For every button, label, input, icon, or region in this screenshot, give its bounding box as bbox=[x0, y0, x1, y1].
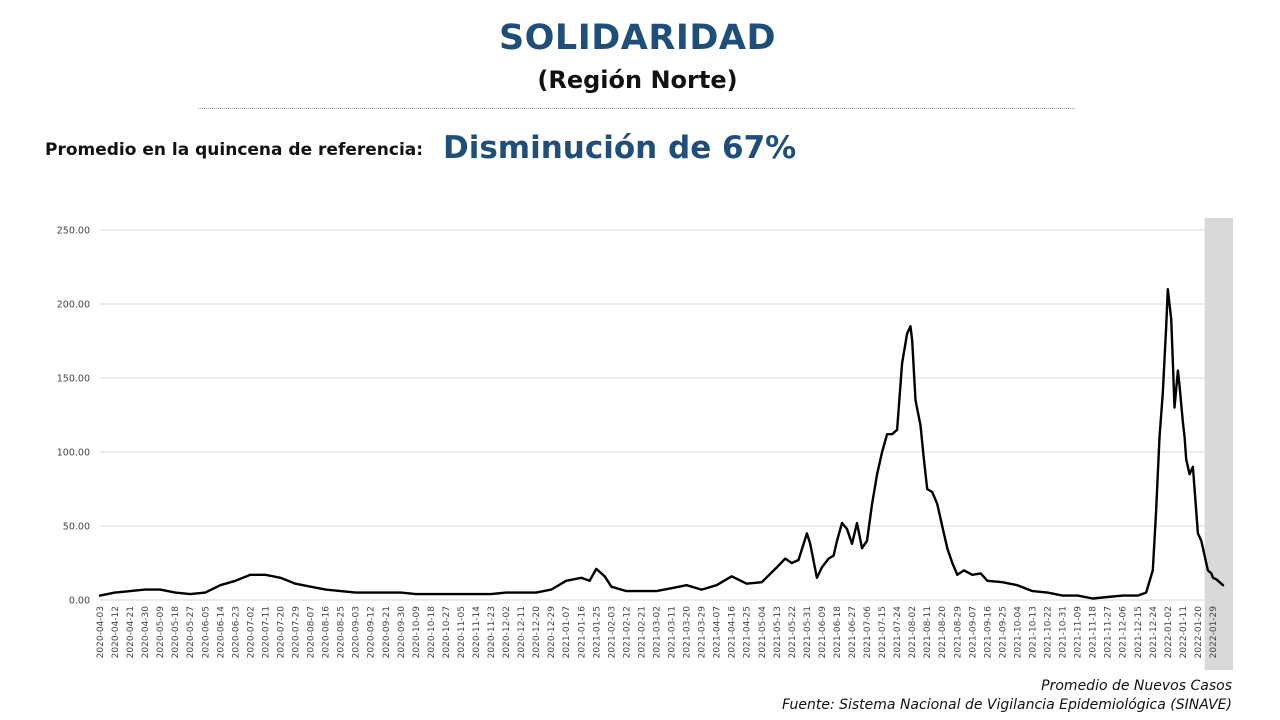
y-tick-label: 50.00 bbox=[63, 522, 90, 533]
x-tick-label: 2020-05-18 bbox=[171, 606, 181, 659]
x-tick-label: 2021-01-25 bbox=[592, 606, 602, 658]
cases-line-chart: 0.00 50.00 100.00 150.00 200.00 250.00 2020-0… bbox=[57, 218, 1233, 670]
x-tick-label: 2021-10-13 bbox=[1028, 606, 1038, 658]
x-tick-label: 2020-07-11 bbox=[261, 606, 271, 658]
x-tick-label: 2020-12-29 bbox=[547, 606, 557, 659]
x-tick-label: 2020-05-09 bbox=[156, 606, 166, 659]
x-axis-ticks: 2020-04-03 2020-04-12 2020-04-21 2020-04-30… bbox=[96, 606, 1219, 659]
x-tick-label: 2021-06-27 bbox=[848, 606, 858, 658]
x-tick-label: 2020-09-03 bbox=[352, 606, 362, 658]
x-tick-label: 2022-01-11 bbox=[1179, 606, 1189, 658]
x-tick-label: 2022-01-20 bbox=[1194, 606, 1204, 659]
x-tick-label: 2021-06-09 bbox=[818, 606, 828, 659]
x-tick-label: 2020-04-03 bbox=[96, 606, 106, 658]
source-note: Fuente: Sistema Nacional de Vigilancia E… bbox=[782, 697, 1232, 713]
x-tick-label: 2021-03-20 bbox=[683, 606, 693, 659]
x-tick-label: 2020-12-11 bbox=[517, 606, 527, 658]
reference-label: Promedio en la quincena de referencia: bbox=[45, 140, 424, 160]
page-subtitle: (Región Norte) bbox=[537, 66, 738, 94]
x-tick-label: 2021-03-29 bbox=[698, 606, 708, 659]
y-tick-label: 200.00 bbox=[57, 300, 90, 311]
x-tick-label: 2021-07-06 bbox=[863, 606, 873, 659]
x-tick-label: 2021-11-18 bbox=[1089, 606, 1099, 659]
x-tick-label: 2022-01-29 bbox=[1209, 606, 1219, 659]
x-tick-label: 2021-08-20 bbox=[938, 606, 948, 659]
x-tick-label: 2021-09-16 bbox=[983, 606, 993, 659]
x-tick-label: 2021-10-22 bbox=[1044, 606, 1054, 658]
y-tick-label: 150.00 bbox=[57, 374, 90, 385]
x-tick-label: 2021-05-04 bbox=[758, 606, 768, 659]
reference-period-shading bbox=[1204, 218, 1233, 670]
reference-period-band bbox=[1204, 218, 1233, 670]
x-tick-label: 2020-11-05 bbox=[457, 606, 467, 658]
reference-value: Disminución de 67% bbox=[443, 130, 797, 166]
x-tick-label: 2021-06-18 bbox=[833, 606, 843, 659]
y-tick-label: 250.00 bbox=[57, 226, 90, 237]
x-tick-label: 2020-07-02 bbox=[246, 606, 256, 658]
y-tick-label: 0.00 bbox=[69, 596, 90, 607]
x-tick-label: 2021-10-04 bbox=[1013, 606, 1023, 659]
x-tick-label: 2021-12-24 bbox=[1149, 606, 1159, 659]
x-tick-label: 2020-05-27 bbox=[186, 606, 196, 658]
x-tick-label: 2020-10-27 bbox=[442, 606, 452, 658]
x-tick-label: 2021-03-02 bbox=[652, 606, 662, 658]
x-tick-label: 2021-07-15 bbox=[878, 606, 888, 658]
x-tick-label: 2020-04-21 bbox=[126, 606, 136, 658]
x-tick-label: 2021-12-06 bbox=[1119, 606, 1129, 659]
x-tick-label: 2020-12-20 bbox=[532, 606, 542, 659]
x-tick-label: 2021-04-25 bbox=[743, 606, 753, 658]
x-tick-label: 2020-07-20 bbox=[276, 606, 286, 659]
x-tick-label: 2020-06-14 bbox=[216, 606, 226, 659]
y-axis-ticks: 0.00 50.00 100.00 150.00 200.00 250.00 bbox=[57, 226, 90, 607]
x-tick-label: 2020-11-23 bbox=[487, 606, 497, 658]
series-layer bbox=[98, 287, 1225, 600]
x-tick-label: 2021-08-29 bbox=[953, 606, 963, 659]
x-tick-label: 2021-10-31 bbox=[1059, 606, 1069, 658]
x-tick-label: 2020-06-05 bbox=[201, 606, 211, 658]
x-tick-label: 2021-05-31 bbox=[803, 606, 813, 658]
x-tick-label: 2020-09-21 bbox=[382, 606, 392, 658]
x-tick-label: 2020-08-07 bbox=[307, 606, 317, 658]
x-tick-label: 2021-08-11 bbox=[923, 606, 933, 658]
x-tick-label: 2020-09-30 bbox=[397, 606, 407, 659]
x-tick-label: 2021-04-07 bbox=[713, 606, 723, 658]
x-tick-label: 2020-04-30 bbox=[141, 606, 151, 659]
x-tick-label: 2021-04-16 bbox=[728, 606, 738, 659]
x-tick-label: 2021-03-11 bbox=[668, 606, 678, 658]
x-tick-label: 2020-12-02 bbox=[502, 606, 512, 658]
x-tick-label: 2021-05-13 bbox=[773, 606, 783, 658]
x-tick-label: 2021-07-24 bbox=[893, 606, 903, 659]
x-tick-label: 2021-01-16 bbox=[577, 606, 587, 659]
x-tick-label: 2021-02-12 bbox=[622, 606, 632, 658]
x-tick-label: 2021-02-21 bbox=[637, 606, 647, 658]
x-tick-label: 2021-09-25 bbox=[998, 606, 1008, 658]
x-tick-label: 2021-01-07 bbox=[562, 606, 572, 658]
x-tick-label: 2020-08-16 bbox=[322, 606, 332, 659]
grid-lines bbox=[100, 229, 1228, 601]
x-tick-label: 2020-09-12 bbox=[367, 606, 377, 658]
x-tick-label: 2021-12-15 bbox=[1134, 606, 1144, 658]
x-tick-label: 2020-08-25 bbox=[337, 606, 347, 658]
x-tick-label: 2021-09-07 bbox=[968, 606, 978, 658]
x-tick-label: 2020-07-29 bbox=[292, 606, 302, 659]
series-line bbox=[98, 287, 1225, 600]
x-tick-label: 2020-06-23 bbox=[231, 606, 241, 658]
x-tick-label: 2020-10-18 bbox=[427, 606, 437, 659]
page-title: SOLIDARIDAD bbox=[498, 18, 777, 58]
title-divider bbox=[198, 108, 1075, 109]
x-tick-label: 2020-04-12 bbox=[111, 606, 121, 658]
x-tick-label: 2021-11-27 bbox=[1104, 606, 1114, 658]
y-tick-label: 100.00 bbox=[57, 448, 90, 459]
legend-label: Promedio de Nuevos Casos bbox=[1041, 678, 1232, 694]
x-tick-label: 2021-11-09 bbox=[1074, 606, 1084, 659]
x-tick-label: 2020-10-09 bbox=[412, 606, 422, 659]
x-tick-label: 2021-08-02 bbox=[908, 606, 918, 658]
x-tick-label: 2020-11-14 bbox=[472, 606, 482, 659]
x-tick-label: 2022-01-02 bbox=[1164, 606, 1174, 658]
x-tick-label: 2021-02-03 bbox=[607, 606, 617, 658]
x-tick-label: 2021-05-22 bbox=[788, 606, 798, 658]
